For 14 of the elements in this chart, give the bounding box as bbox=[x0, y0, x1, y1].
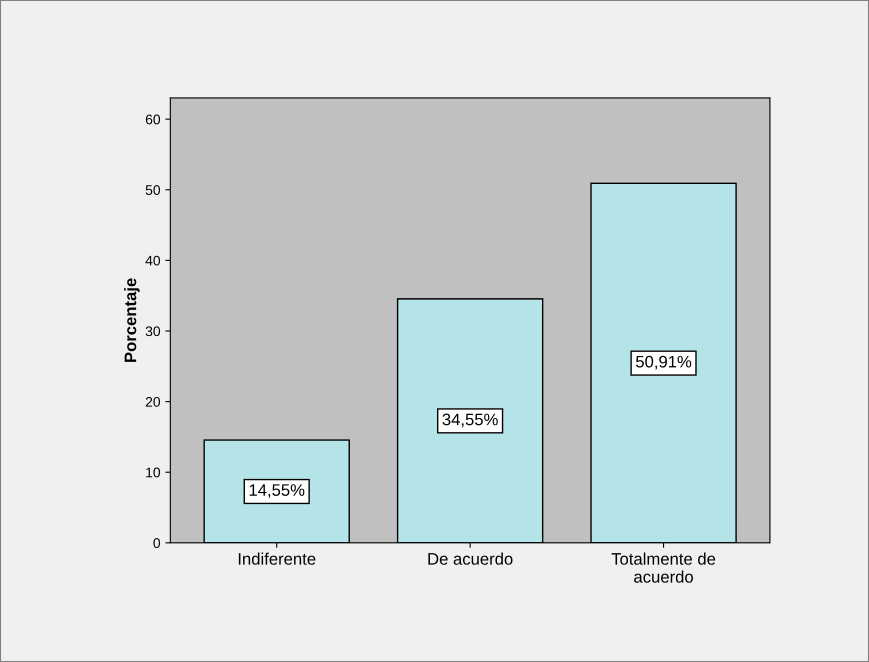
x-tick-label: Totalmente de acuerdo bbox=[612, 552, 716, 583]
y-axis-title: Porcentaje bbox=[124, 278, 140, 362]
data-label: 14,55% bbox=[250, 484, 304, 498]
y-tick-label: 50 bbox=[146, 185, 160, 195]
x-tick-label: Indiferente bbox=[238, 552, 316, 565]
y-tick-label: 60 bbox=[146, 114, 160, 124]
data-label: 34,55% bbox=[442, 414, 498, 428]
y-tick-label: 40 bbox=[145, 256, 160, 266]
y-tick-label: 0 bbox=[153, 538, 160, 548]
y-tick-label: 10 bbox=[146, 468, 160, 478]
x-tick-label: De acuerdo bbox=[428, 552, 513, 565]
y-tick-label: 30 bbox=[146, 326, 160, 336]
data-label: 50,91% bbox=[636, 356, 692, 370]
y-tick-label: 20 bbox=[146, 396, 160, 407]
